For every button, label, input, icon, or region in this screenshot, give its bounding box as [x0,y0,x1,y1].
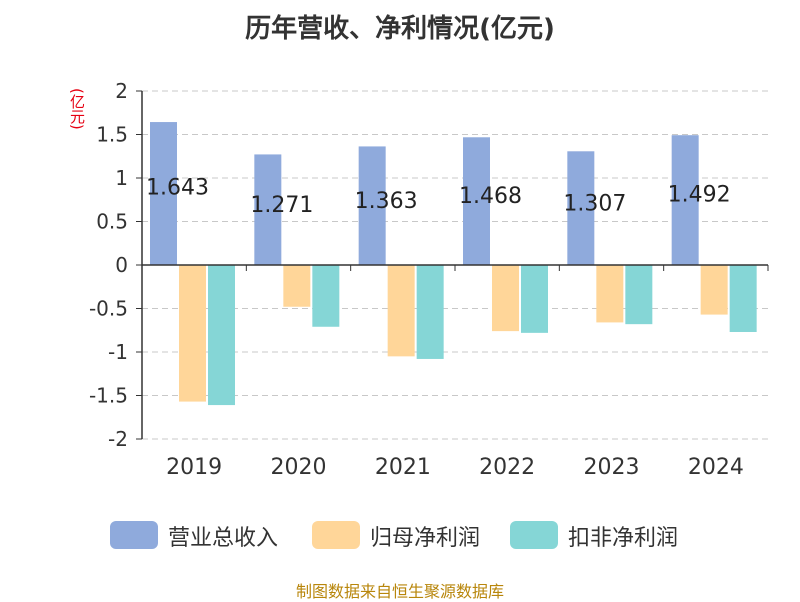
legend-swatch-net-profit [312,521,360,549]
y-tick-label: 0.5 [96,210,128,234]
legend-swatch-revenue [110,521,158,549]
x-tick-label-2020: 2020 [271,455,327,480]
bar-revenue-2022 [463,137,490,265]
data-label-revenue-2021: 1.363 [355,189,418,214]
data-source-note: 制图数据来自恒生聚源数据库 [295,582,504,601]
y-axis-unit-label: (亿元) [68,88,86,130]
y-tick-label: -1.5 [89,384,128,408]
data-label-revenue-2023: 1.307 [563,191,626,216]
bar-net-profit-2024 [700,265,728,315]
bar-net-profit-2023 [596,265,624,323]
bar-revenue-2021 [358,146,386,265]
legend: 营业总收入 归母净利润 扣非净利润 [0,516,800,556]
data-label-revenue-2020: 1.271 [250,193,313,218]
bar-net-profit-2019 [179,265,206,402]
bar-revenue-2023 [567,151,595,265]
y-tick-label: -2 [108,427,128,451]
bar-deducted-net-profit-2022 [521,265,548,333]
bar-net-profit-2020 [283,265,311,307]
y-tick-label: 1.5 [96,123,128,147]
x-tick-label-2019: 2019 [166,455,222,480]
chart-title: 历年营收、净利情况(亿元) [245,14,555,44]
bar-net-profit-2022 [492,265,519,332]
data-label-revenue-2022: 1.468 [459,184,522,209]
bar-revenue-2020 [254,154,282,265]
data-label-revenue-2019: 1.643 [146,175,209,200]
x-tick-label-2024: 2024 [688,455,744,480]
x-tick-label-2022: 2022 [479,455,535,480]
legend-swatch-deducted-net-profit [510,521,558,549]
bar-deducted-net-profit-2023 [625,265,653,325]
y-tick-label: 0 [115,253,128,277]
bar-deducted-net-profit-2020 [312,265,340,327]
bar-deducted-net-profit-2019 [208,265,235,406]
bar-deducted-net-profit-2021 [416,265,444,359]
y-tick-label: -1 [108,340,128,364]
bar-net-profit-2021 [387,265,415,357]
legend-label-deducted-net-profit: 扣非净利润 [568,526,679,551]
bar-deducted-net-profit-2024 [729,265,757,332]
bar-revenue-2019 [150,122,177,266]
x-tick-label-2023: 2023 [584,455,640,480]
y-tick-label: 1 [115,166,128,190]
bar-revenue-2024 [671,135,699,265]
y-tick-label: -0.5 [89,297,128,321]
legend-label-net-profit: 归母净利润 [370,526,481,551]
y-tick-label: 2 [115,79,128,103]
x-tick-label-2021: 2021 [375,455,431,480]
data-label-revenue-2024: 1.492 [668,183,731,208]
legend-label-revenue: 营业总收入 [168,526,279,551]
